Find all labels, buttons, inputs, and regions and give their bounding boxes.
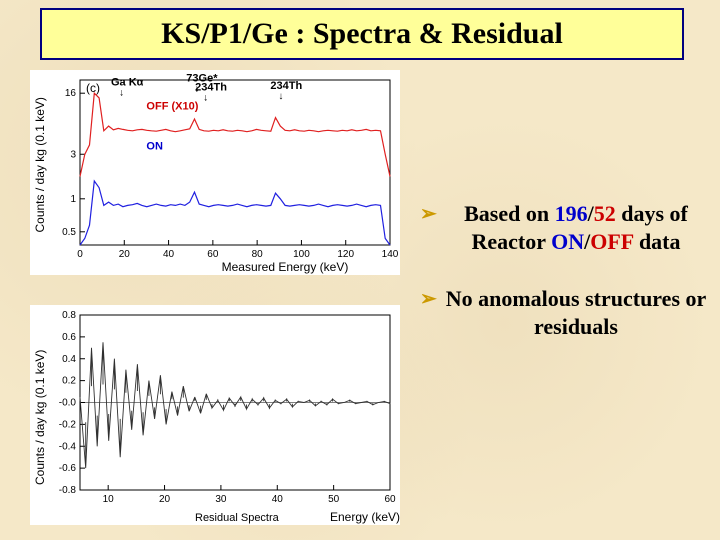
svg-text:Counts / day kg (0.1 keV): Counts / day kg (0.1 keV) — [33, 97, 47, 232]
svg-text:3: 3 — [70, 149, 76, 160]
svg-text:100: 100 — [293, 249, 310, 260]
svg-text:234Th: 234Th — [270, 80, 302, 92]
svg-text:ON: ON — [146, 141, 163, 153]
title-box: KS/P1/Ge : Spectra & Residual — [40, 8, 684, 60]
svg-text:16: 16 — [65, 88, 77, 99]
bullet-arrow-icon: ➢ — [420, 202, 437, 227]
svg-text:0: 0 — [77, 249, 83, 260]
svg-text:↓: ↓ — [203, 93, 208, 104]
b1-non: 196 — [555, 201, 588, 226]
svg-text:-0.0: -0.0 — [59, 398, 77, 409]
svg-text:234Th: 234Th — [195, 82, 227, 94]
svg-text:10: 10 — [103, 494, 115, 505]
svg-text:-0.8: -0.8 — [59, 485, 77, 496]
svg-text:↓: ↓ — [278, 91, 283, 102]
b1-on: ON — [551, 229, 584, 254]
svg-text:OFF (X10): OFF (X10) — [146, 101, 198, 113]
svg-text:0.8: 0.8 — [62, 310, 76, 321]
svg-text:20: 20 — [159, 494, 171, 505]
spectra-chart: 0 20 40 60 80 100 120 140 16 3 1 0.5 Counts / day kg… — [30, 70, 400, 275]
svg-text:1: 1 — [70, 194, 76, 205]
svg-text:Energy (keV): Energy (keV) — [330, 510, 400, 524]
svg-text:80: 80 — [252, 249, 264, 260]
svg-text:30: 30 — [215, 494, 227, 505]
svg-text:↓: ↓ — [119, 87, 124, 98]
svg-text:50: 50 — [328, 494, 340, 505]
svg-text:0.4: 0.4 — [62, 354, 76, 365]
svg-text:Ga Kα: Ga Kα — [111, 76, 144, 88]
svg-text:40: 40 — [272, 494, 284, 505]
svg-text:140: 140 — [382, 249, 399, 260]
svg-text:0.2: 0.2 — [62, 376, 76, 387]
svg-text:-0.2: -0.2 — [59, 419, 77, 430]
svg-text:Counts / day kg (0.1 keV): Counts / day kg (0.1 keV) — [33, 350, 47, 485]
b1-off: OFF — [590, 229, 633, 254]
svg-text:-0.4: -0.4 — [59, 441, 77, 452]
bullet-1: ➢ Based on 196/52 days of Reactor ON/OFF… — [420, 200, 710, 255]
b2-text: No anomalous structures or residuals — [446, 286, 707, 339]
residual-chart: 10 20 30 40 50 60 -0.8 -0.6 -0.4 -0.2 -0.0 0.2 0.4 0.… — [30, 305, 400, 525]
svg-text:-0.6: -0.6 — [59, 463, 77, 474]
svg-text:(c): (c) — [86, 81, 100, 95]
svg-text:120: 120 — [337, 249, 354, 260]
svg-text:60: 60 — [384, 494, 396, 505]
svg-text:Residual Spectra: Residual Spectra — [195, 512, 280, 524]
bullet-arrow-icon: ➢ — [420, 287, 437, 312]
svg-text:40: 40 — [163, 249, 175, 260]
svg-text:0.5: 0.5 — [62, 227, 76, 238]
svg-text:20: 20 — [119, 249, 131, 260]
b1-post: data — [633, 229, 680, 254]
svg-text:Measured Energy (keV): Measured Energy (keV) — [222, 260, 349, 274]
bullet-list: ➢ Based on 196/52 days of Reactor ON/OFF… — [420, 200, 710, 370]
b1-noff: 52 — [594, 201, 616, 226]
svg-text:0.6: 0.6 — [62, 332, 76, 343]
svg-text:60: 60 — [207, 249, 219, 260]
b1-pre: Based on — [464, 201, 554, 226]
bullet-2: ➢ No anomalous structures or residuals — [420, 285, 710, 340]
page-title: KS/P1/Ge : Spectra & Residual — [161, 17, 563, 51]
